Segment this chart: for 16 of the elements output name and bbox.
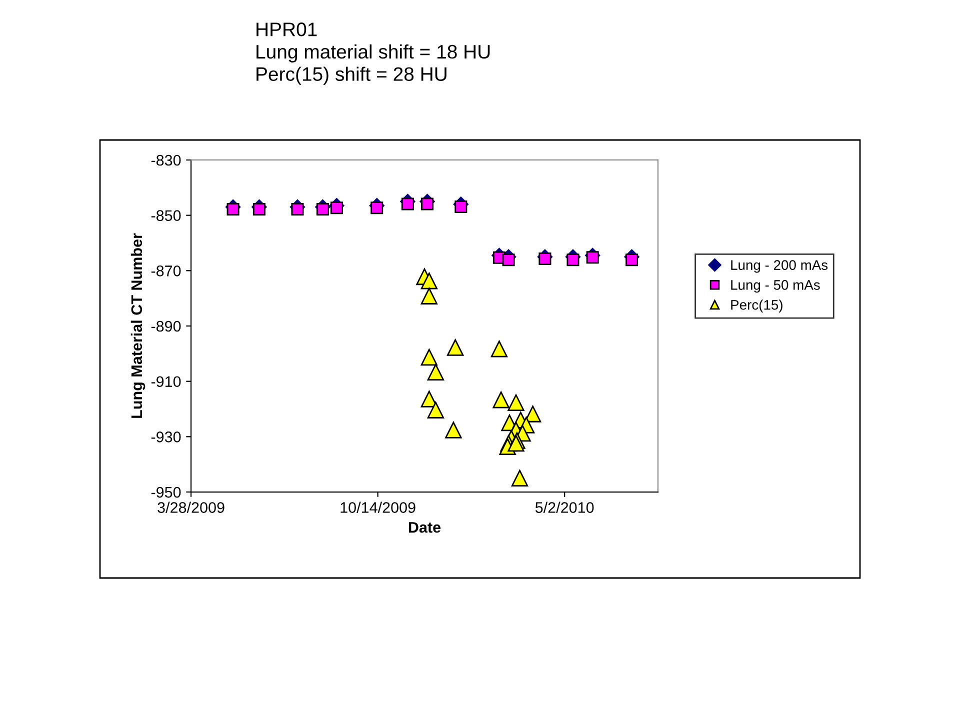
y-tick-label: -890 xyxy=(151,320,181,332)
legend-label: Lung - 50 mAs xyxy=(731,280,820,293)
y-tick-label: -850 xyxy=(151,210,181,222)
y-tick-label: -950 xyxy=(151,486,181,498)
y-tick-label: -830 xyxy=(151,154,181,166)
y-tick-label: -930 xyxy=(151,432,181,442)
legend-label: Lung - 200 mAs xyxy=(731,260,828,273)
y-tick-label: -910 xyxy=(151,376,181,388)
x-tick-label: 3/28/2009 xyxy=(158,502,224,513)
x-tick-label: 10/14/2009 xyxy=(340,502,416,513)
x-tick-label: 5/2/2010 xyxy=(535,502,594,513)
x-axis-title: Date xyxy=(408,522,441,533)
y-tick-label: -870 xyxy=(151,266,181,276)
y-axis-title: Lung Material CT Number xyxy=(130,233,146,418)
legend-label: Perc(15) xyxy=(731,300,782,313)
chart-title: HPR01 Lung material shift = 18 HU Perc(15) shift = 28 HU xyxy=(256,22,490,85)
